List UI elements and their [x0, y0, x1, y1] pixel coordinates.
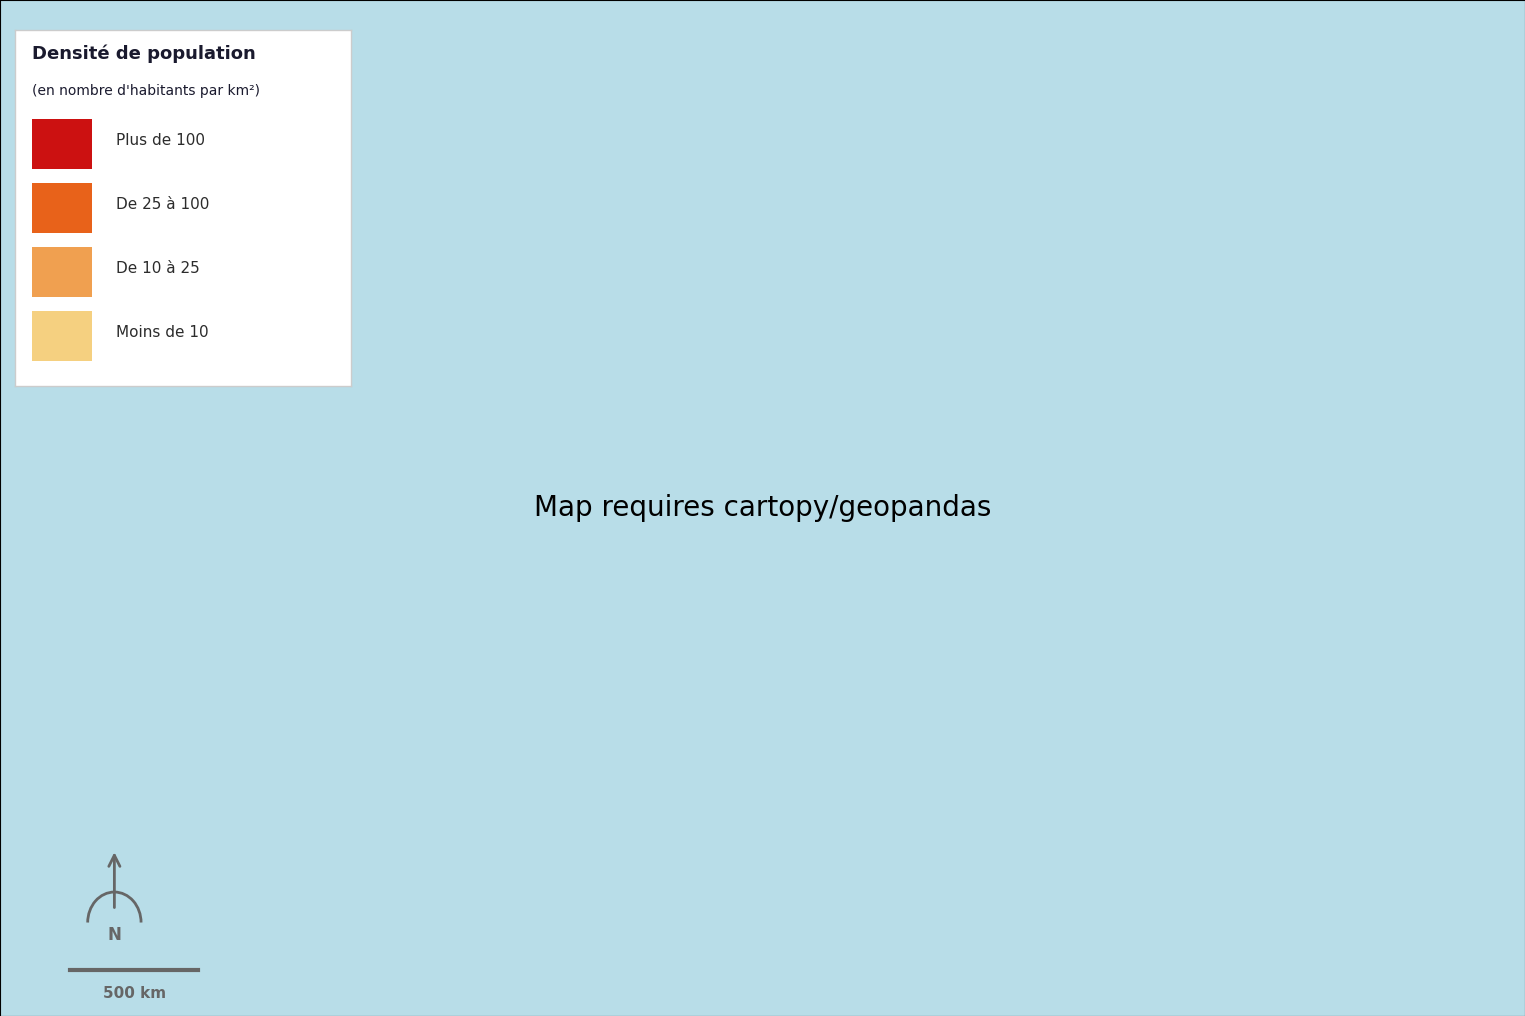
- Text: De 10 à 25: De 10 à 25: [116, 261, 200, 276]
- FancyBboxPatch shape: [32, 183, 93, 234]
- Text: Plus de 100: Plus de 100: [116, 133, 204, 148]
- Text: 500 km: 500 km: [102, 986, 166, 1001]
- Text: Densité de population: Densité de population: [32, 45, 256, 63]
- Text: Map requires cartopy/geopandas: Map requires cartopy/geopandas: [534, 494, 991, 522]
- Text: (en nombre d'habitants par km²): (en nombre d'habitants par km²): [32, 84, 261, 98]
- Text: Moins de 10: Moins de 10: [116, 325, 209, 340]
- FancyBboxPatch shape: [32, 247, 93, 298]
- FancyBboxPatch shape: [32, 120, 93, 169]
- Text: N: N: [107, 926, 122, 944]
- Text: De 25 à 100: De 25 à 100: [116, 197, 209, 212]
- FancyBboxPatch shape: [32, 311, 93, 362]
